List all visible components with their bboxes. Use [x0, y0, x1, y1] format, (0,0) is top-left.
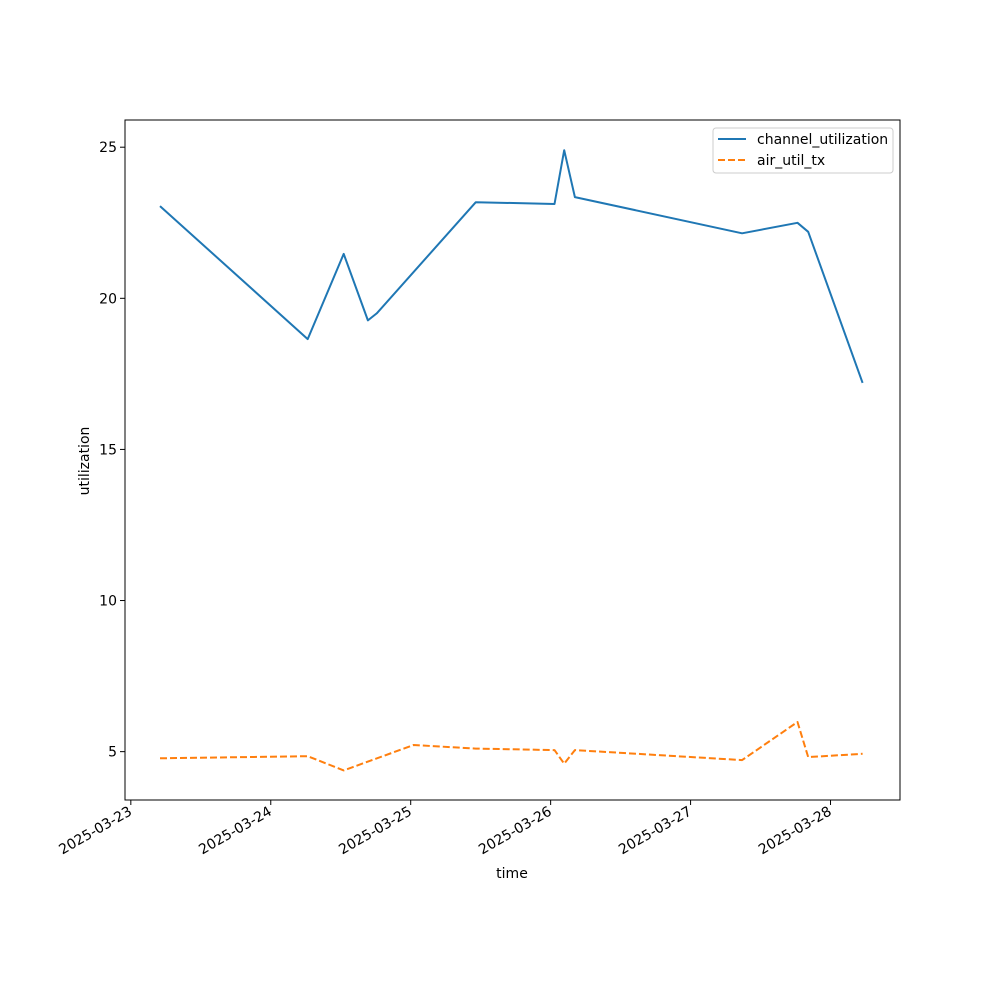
plot-frame: [124, 119, 901, 801]
y-tick-label: 10: [99, 594, 117, 610]
legend-label-air_util_tx: air_util_tx: [757, 153, 825, 169]
legend-box: [712, 127, 894, 174]
y-tick-label: 5: [108, 745, 117, 761]
y-axis-label: utilization: [77, 427, 93, 496]
x-axis-label: time: [496, 866, 528, 882]
series-line-channel_utilization: [159, 149, 864, 384]
y-tick-label: 15: [99, 442, 117, 458]
y-tick-label: 25: [99, 140, 117, 156]
y-tick-label: 20: [99, 291, 117, 307]
legend: channel_utilization air_util_tx: [712, 127, 894, 174]
legend-label-channel_utilization: channel_utilization: [757, 132, 888, 148]
series-line-air_util_tx: [159, 721, 863, 772]
series-layer: [159, 149, 864, 772]
